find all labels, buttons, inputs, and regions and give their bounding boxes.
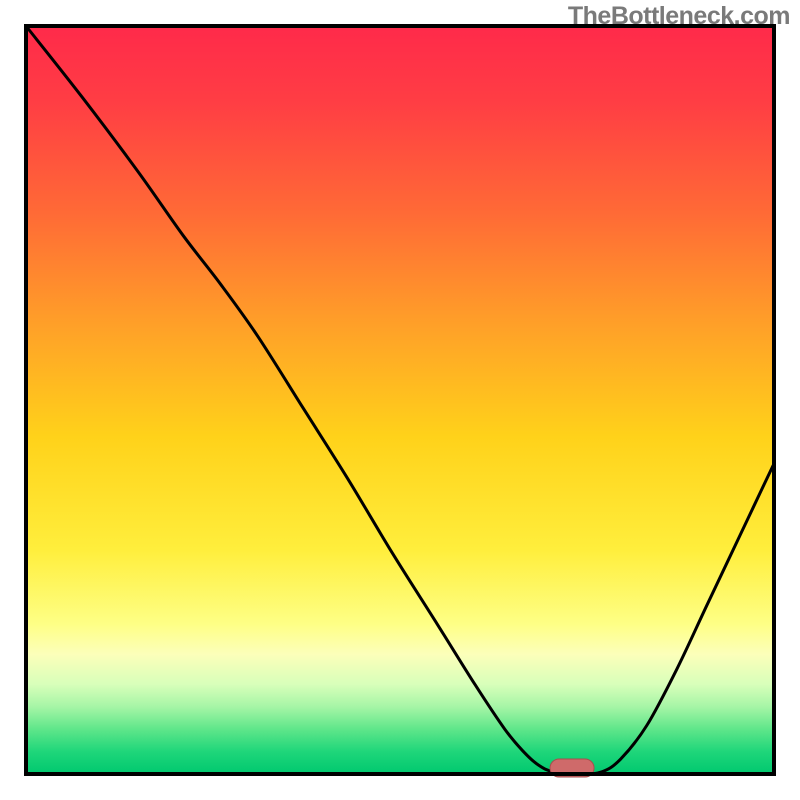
- gradient-background: [26, 26, 774, 774]
- chart-container: { "meta": { "width": 800, "height": 800,…: [0, 0, 800, 800]
- watermark-text: TheBottleneck.com: [568, 2, 790, 31]
- bottleneck-chart: [0, 0, 800, 800]
